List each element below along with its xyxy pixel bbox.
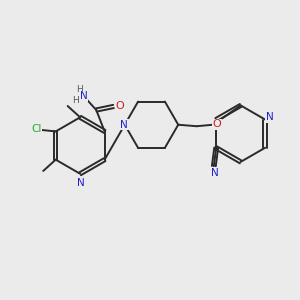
Text: H: H — [72, 96, 79, 105]
Text: N: N — [120, 120, 128, 130]
Text: O: O — [116, 101, 124, 112]
Text: Cl: Cl — [31, 124, 41, 134]
Text: H: H — [76, 85, 83, 94]
Text: N: N — [80, 92, 87, 101]
Text: N: N — [211, 168, 218, 178]
Text: O: O — [212, 119, 221, 129]
Text: N: N — [266, 112, 274, 122]
Text: N: N — [77, 178, 85, 188]
